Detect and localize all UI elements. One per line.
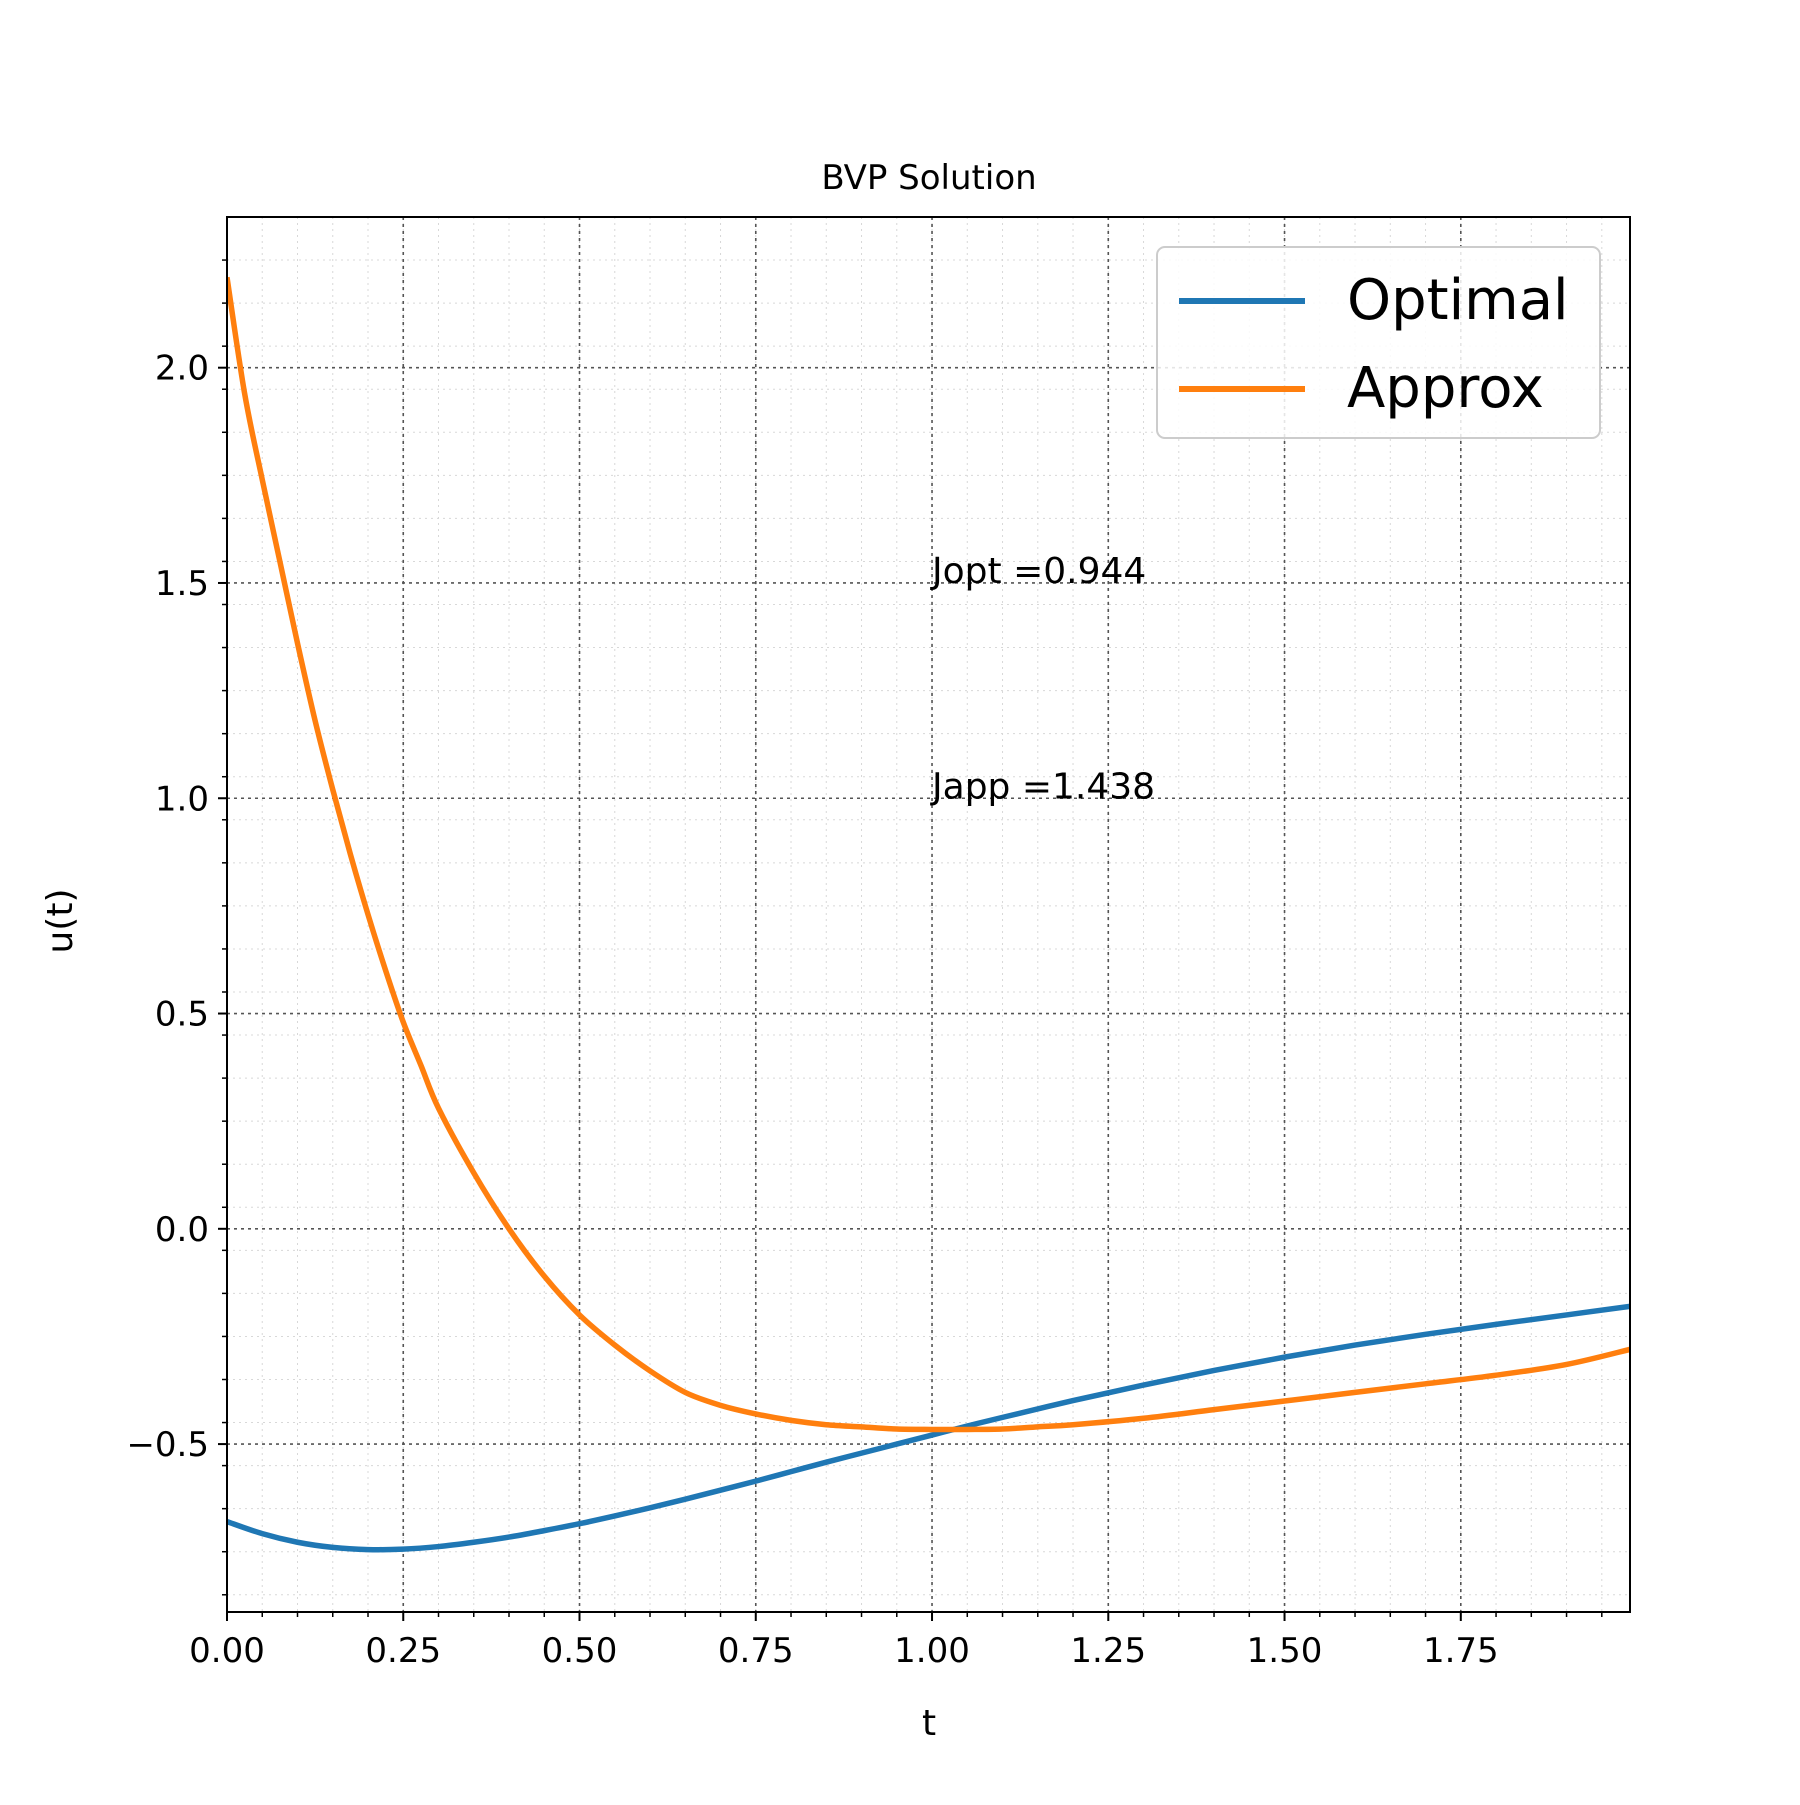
annotation-jopt: Jopt =0.944 bbox=[930, 551, 1146, 592]
series-line-approx bbox=[227, 276, 1630, 1433]
y-tick-label: 1.5 bbox=[155, 564, 209, 604]
y-tick-label: −0.5 bbox=[126, 1425, 209, 1465]
x-tick-label: 0.75 bbox=[718, 1631, 794, 1671]
x-tick-label: 1.25 bbox=[1070, 1631, 1146, 1671]
legend-label-approx: Approx bbox=[1347, 356, 1544, 421]
y-tick-label: 2.0 bbox=[155, 349, 209, 389]
x-tick-label: 0.00 bbox=[189, 1631, 265, 1671]
plot-frame bbox=[226, 216, 1631, 1613]
annotations: Jopt =0.944 Japp =1.438 bbox=[930, 551, 1155, 807]
y-tick-label: 0.5 bbox=[155, 995, 209, 1035]
x-tick-label: 1.75 bbox=[1423, 1631, 1499, 1671]
x-tick-label: 0.25 bbox=[365, 1631, 441, 1671]
x-axis-label: t bbox=[922, 1703, 936, 1744]
legend-label-optimal: Optimal bbox=[1347, 268, 1569, 333]
series-layer bbox=[227, 276, 1630, 1553]
annotation-japp: Japp =1.438 bbox=[930, 766, 1155, 807]
axis-ticks: 0.00 0.25 0.50 0.75 1.00 1.25 1.50 1.75 −0.5 0.0 0… bbox=[126, 259, 1603, 1671]
x-tick-label: 1.00 bbox=[894, 1631, 970, 1671]
x-tick-label: 1.50 bbox=[1247, 1631, 1323, 1671]
y-tick-label: 0.0 bbox=[155, 1210, 209, 1250]
legend: Optimal Approx bbox=[1156, 246, 1601, 439]
y-tick-label: 1.0 bbox=[155, 779, 209, 819]
y-axis-label: u(t) bbox=[40, 888, 81, 953]
x-tick-label: 0.50 bbox=[542, 1631, 618, 1671]
series-line-optimal bbox=[227, 1303, 1630, 1553]
chart-title: BVP Solution bbox=[821, 158, 1036, 198]
